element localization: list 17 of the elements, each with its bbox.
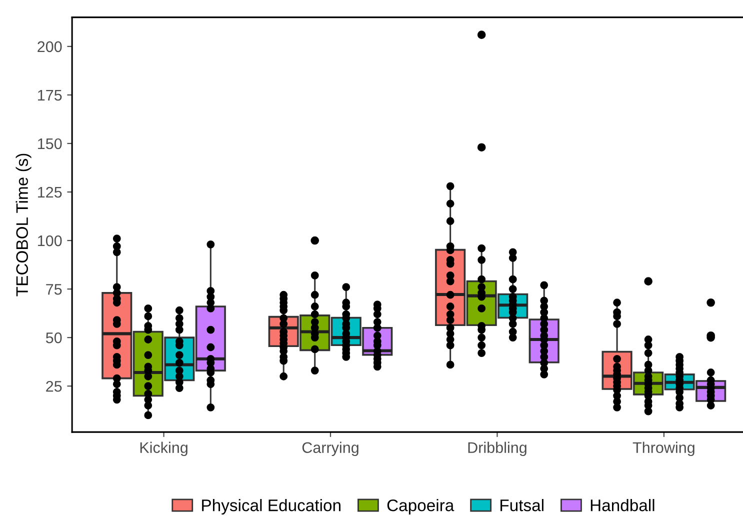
legend-label: Physical Education xyxy=(202,499,340,515)
y-tick-label: 150 xyxy=(38,138,62,150)
y-tick-label: 100 xyxy=(38,235,62,246)
x-tick-label: Kicking xyxy=(140,442,188,456)
legend-label: Futsal xyxy=(500,499,544,512)
legend-label: Handball xyxy=(590,499,654,512)
y-tick-label: 125 xyxy=(38,186,62,198)
x-tick-label: Carrying xyxy=(302,442,358,456)
y-tick-label: 50 xyxy=(46,332,62,344)
y-tick-label: 200 xyxy=(38,41,62,52)
x-tick-label: Throwing xyxy=(632,442,694,456)
x-tick-label: Dribbling xyxy=(468,442,526,456)
y-tick-label: 175 xyxy=(38,90,62,101)
legend-label: Capoeira xyxy=(387,499,454,515)
y-axis-title: TECOBOL Time (s) xyxy=(16,154,32,296)
y-tick-label: 75 xyxy=(46,284,62,295)
y-tick-label: 25 xyxy=(46,380,62,392)
